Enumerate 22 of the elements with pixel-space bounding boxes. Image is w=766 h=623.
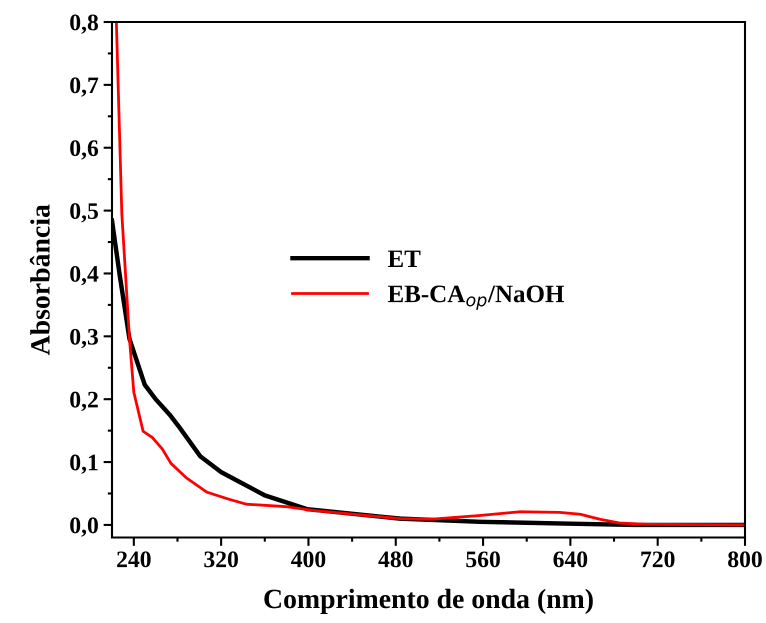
y-tick-label: 0,3 (70, 328, 98, 348)
y-tick-label: 0,5 (70, 203, 98, 222)
x-tick-label: 800 (728, 551, 762, 568)
line-series (114, 22, 745, 526)
x-axis-title: Comprimento de onda (nm) (264, 588, 593, 614)
x-tick-label: 480 (378, 551, 413, 568)
legend-label: EB-CA$_{op}$/NaOH (388, 286, 564, 310)
y-tick-label: 0,7 (70, 77, 98, 97)
y-tick-label: 0,4 (70, 266, 98, 286)
x-tick-label: 720 (641, 551, 674, 568)
y-tick-label: 0,6 (70, 140, 98, 160)
legend-label: ET (388, 250, 420, 267)
y-axis-title: Absorbância (30, 204, 50, 356)
y-tick-label: 0,2 (70, 392, 98, 412)
x-tick-label: 320 (204, 551, 238, 568)
y-tick-label: 0,0 (70, 517, 98, 537)
y-tick-label: 0,8 (70, 14, 98, 34)
x-tick-label: 560 (466, 551, 500, 568)
x-tick-label: 240 (117, 551, 151, 568)
x-tick-label: 400 (291, 551, 326, 568)
x-tick-label: 640 (553, 551, 588, 568)
y-tick-label: 0,1 (70, 454, 98, 474)
